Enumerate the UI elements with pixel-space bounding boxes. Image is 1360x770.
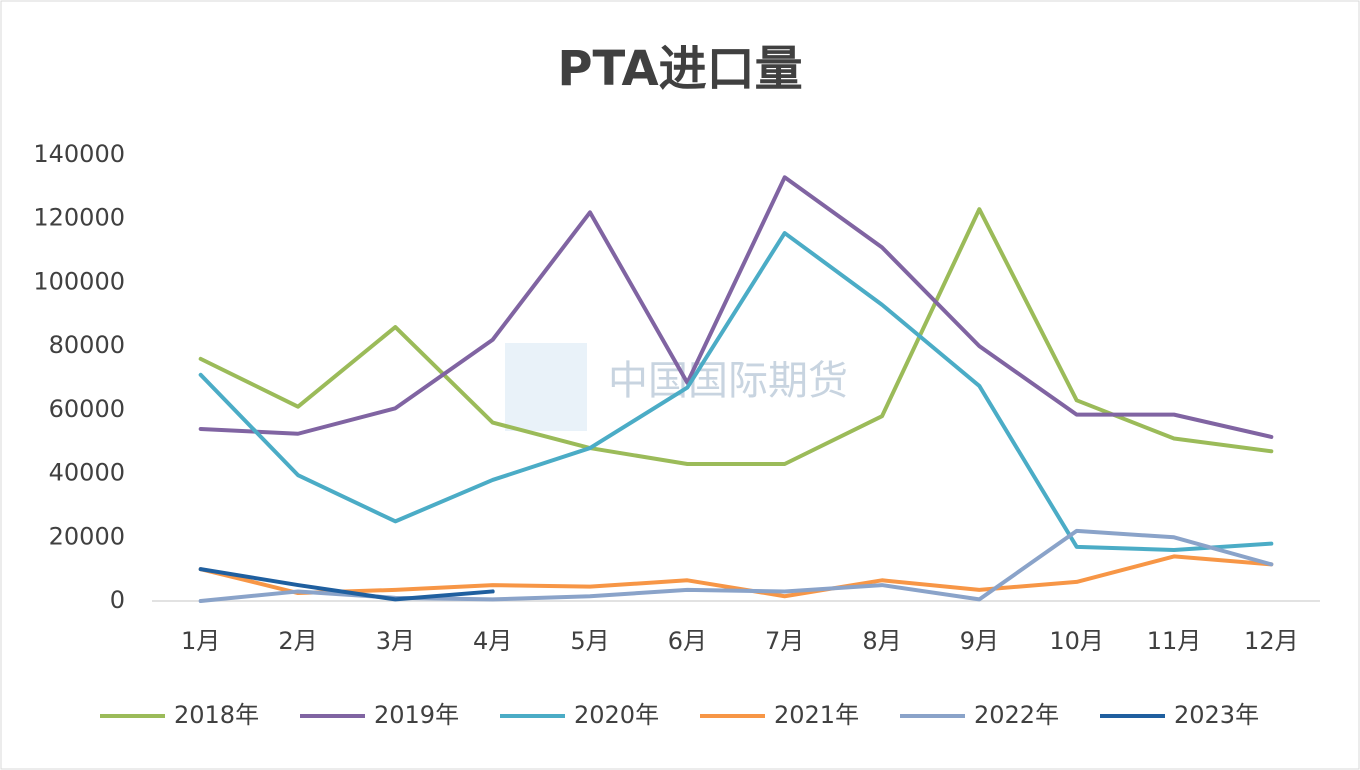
series-line: [198, 554, 1274, 599]
x-tick-label: 2月: [278, 627, 317, 655]
x-tick-label: 12月: [1244, 627, 1299, 655]
y-tick-label: 100000: [33, 267, 125, 295]
x-tick-label: 10月: [1049, 627, 1104, 655]
x-tick-label: 4月: [473, 627, 512, 655]
y-tick-label: 0: [110, 586, 125, 614]
y-tick-label: 120000: [33, 204, 125, 232]
x-tick-label: 9月: [960, 627, 999, 655]
legend-label: 2018年: [174, 701, 259, 729]
y-tick-label: 40000: [49, 459, 125, 487]
series-line: [198, 231, 1274, 553]
legend-label: 2021年: [774, 701, 859, 729]
watermark: 中国国际期货: [608, 358, 848, 404]
series-line: [198, 567, 495, 602]
y-tick-label: 20000: [49, 522, 125, 550]
x-tick-label: 8月: [862, 627, 901, 655]
x-tick-label: 7月: [765, 627, 804, 655]
legend-label: 2022年: [974, 701, 1059, 729]
legend-label: 2023年: [1174, 701, 1259, 729]
x-tick-label: 1月: [181, 627, 220, 655]
x-tick-label: 11月: [1147, 627, 1202, 655]
x-tick-label: 3月: [376, 627, 415, 655]
chart-title: PTA进口量: [557, 41, 802, 97]
y-tick-label: 60000: [49, 395, 125, 423]
legend-label: 2019年: [374, 701, 459, 729]
series-line: [198, 207, 1274, 467]
series-line: [198, 175, 1274, 439]
legend-label: 2020年: [574, 701, 659, 729]
x-tick-label: 5月: [570, 627, 609, 655]
y-tick-label: 80000: [49, 331, 125, 359]
watermark-logo: [505, 343, 587, 431]
x-tick-label: 6月: [668, 627, 707, 655]
y-tick-label: 140000: [33, 140, 125, 168]
